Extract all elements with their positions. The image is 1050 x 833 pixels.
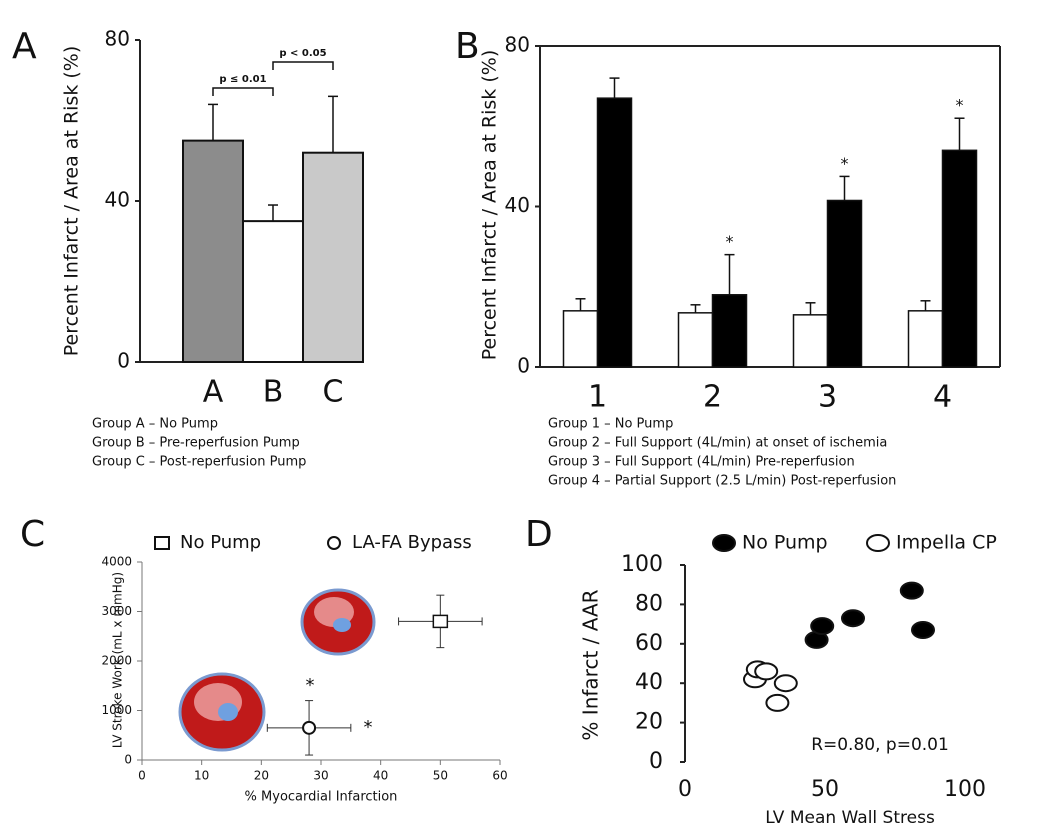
group-note: Group B – Pre-reperfusion Pump	[92, 436, 300, 451]
bar	[792, 314, 829, 368]
y-tick-label: 80	[105, 27, 130, 51]
panel-label: A	[12, 26, 37, 67]
data-point	[911, 621, 935, 640]
significance-bracket	[272, 61, 334, 70]
bar	[242, 220, 304, 363]
panel-label: B	[455, 26, 480, 67]
legend-label: No Pump	[742, 532, 828, 554]
data-point	[765, 693, 790, 712]
x-tick-label: 2	[703, 380, 722, 415]
panel-label: C	[20, 514, 45, 555]
heart-slice-image	[178, 672, 266, 752]
legend-marker	[154, 536, 170, 550]
x-tick-label: 1	[588, 380, 607, 415]
group-note: Group 4 – Partial Support (2.5 L/min) Po…	[548, 474, 896, 489]
legend-marker	[866, 534, 890, 552]
y-axis-label: LV Stroke Work (mL x mmHg)	[111, 572, 125, 748]
y-tick-label: 60	[635, 631, 663, 656]
bar	[907, 310, 944, 368]
y-tick-label: 2000	[101, 654, 132, 668]
bar	[677, 312, 714, 368]
group-note: Group 1 – No Pump	[548, 417, 673, 432]
y-tick-label: 0	[649, 749, 663, 774]
legend-label: No Pump	[180, 532, 261, 553]
x-tick-label: 10	[194, 769, 209, 783]
bar	[941, 149, 978, 368]
data-point	[302, 720, 317, 735]
y-tick-label: 40	[635, 670, 663, 695]
x-tick-label: 30	[313, 769, 328, 783]
y-tick-label: 80	[505, 33, 530, 57]
y-tick-label: 4000	[101, 555, 132, 569]
data-point	[841, 609, 865, 628]
significance-marker: *	[726, 232, 734, 251]
p-value-annotation: p < 0.05	[279, 48, 326, 59]
y-axis-label: Percent Infarct / Area at Risk (%)	[479, 50, 501, 360]
legend-label: LA-FA Bypass	[352, 532, 472, 553]
x-axis-label: % Myocardial Infarction	[245, 790, 398, 805]
x-tick-label: 60	[492, 769, 507, 783]
y-axis-label: Percent Infarct / Area at Risk (%)	[61, 46, 83, 356]
y-tick-label: 3000	[101, 604, 132, 618]
y-tick-label: 0	[124, 753, 132, 767]
x-tick-label: 50	[811, 777, 839, 802]
x-tick-label: 0	[138, 769, 146, 783]
data-point	[810, 617, 835, 636]
y-tick-label: 40	[105, 188, 130, 212]
significance-marker: *	[841, 154, 849, 173]
x-tick-label: 40	[373, 769, 388, 783]
x-tick-label: 100	[944, 777, 986, 802]
legend-label: Impella CP	[896, 532, 997, 554]
x-tick-label: C	[323, 375, 344, 410]
bar	[596, 97, 633, 368]
x-tick-label: 3	[818, 380, 837, 415]
y-tick-label: 0	[117, 349, 130, 373]
bar	[562, 310, 599, 368]
data-point	[773, 674, 798, 693]
y-tick-label: 0	[517, 354, 530, 378]
legend-marker	[712, 534, 736, 552]
y-axis-label: % Infarct / AAR	[579, 589, 603, 740]
x-tick-label: 20	[254, 769, 269, 783]
x-tick-label: 0	[678, 777, 692, 802]
significance-bracket	[212, 87, 274, 96]
data-point	[754, 662, 779, 681]
panel-label: D	[525, 514, 553, 555]
x-tick-label: 4	[933, 380, 952, 415]
data-point	[432, 614, 449, 629]
significance-marker: *	[956, 96, 964, 115]
group-note: Group 2 – Full Support (4L/min) at onset…	[548, 436, 887, 451]
x-tick-label: A	[203, 375, 224, 410]
bar	[826, 199, 863, 368]
x-axis-label: LV Mean Wall Stress	[765, 808, 935, 828]
x-tick-label: 50	[433, 769, 448, 783]
y-tick-label: 100	[621, 552, 663, 577]
y-tick-label: 80	[635, 591, 663, 616]
group-note: Group C – Post-reperfusion Pump	[92, 455, 306, 470]
bar	[182, 139, 244, 363]
y-tick-label: 20	[635, 710, 663, 735]
group-note: Group 3 – Full Support (4L/min) Pre-repe…	[548, 455, 855, 470]
x-tick-label: B	[263, 375, 284, 410]
heart-slice-image	[300, 588, 376, 656]
y-tick-label: 40	[505, 193, 530, 217]
annotation: *	[306, 675, 315, 696]
p-value-annotation: p ≤ 0.01	[219, 74, 266, 85]
group-note: Group A – No Pump	[92, 417, 218, 432]
annotation: *	[364, 717, 373, 738]
y-tick-label: 1000	[101, 703, 132, 717]
legend-marker	[327, 536, 341, 550]
data-point	[899, 581, 924, 600]
bar	[302, 151, 364, 363]
bar	[711, 294, 748, 368]
annotation: R=0.80, p=0.01	[811, 735, 949, 755]
